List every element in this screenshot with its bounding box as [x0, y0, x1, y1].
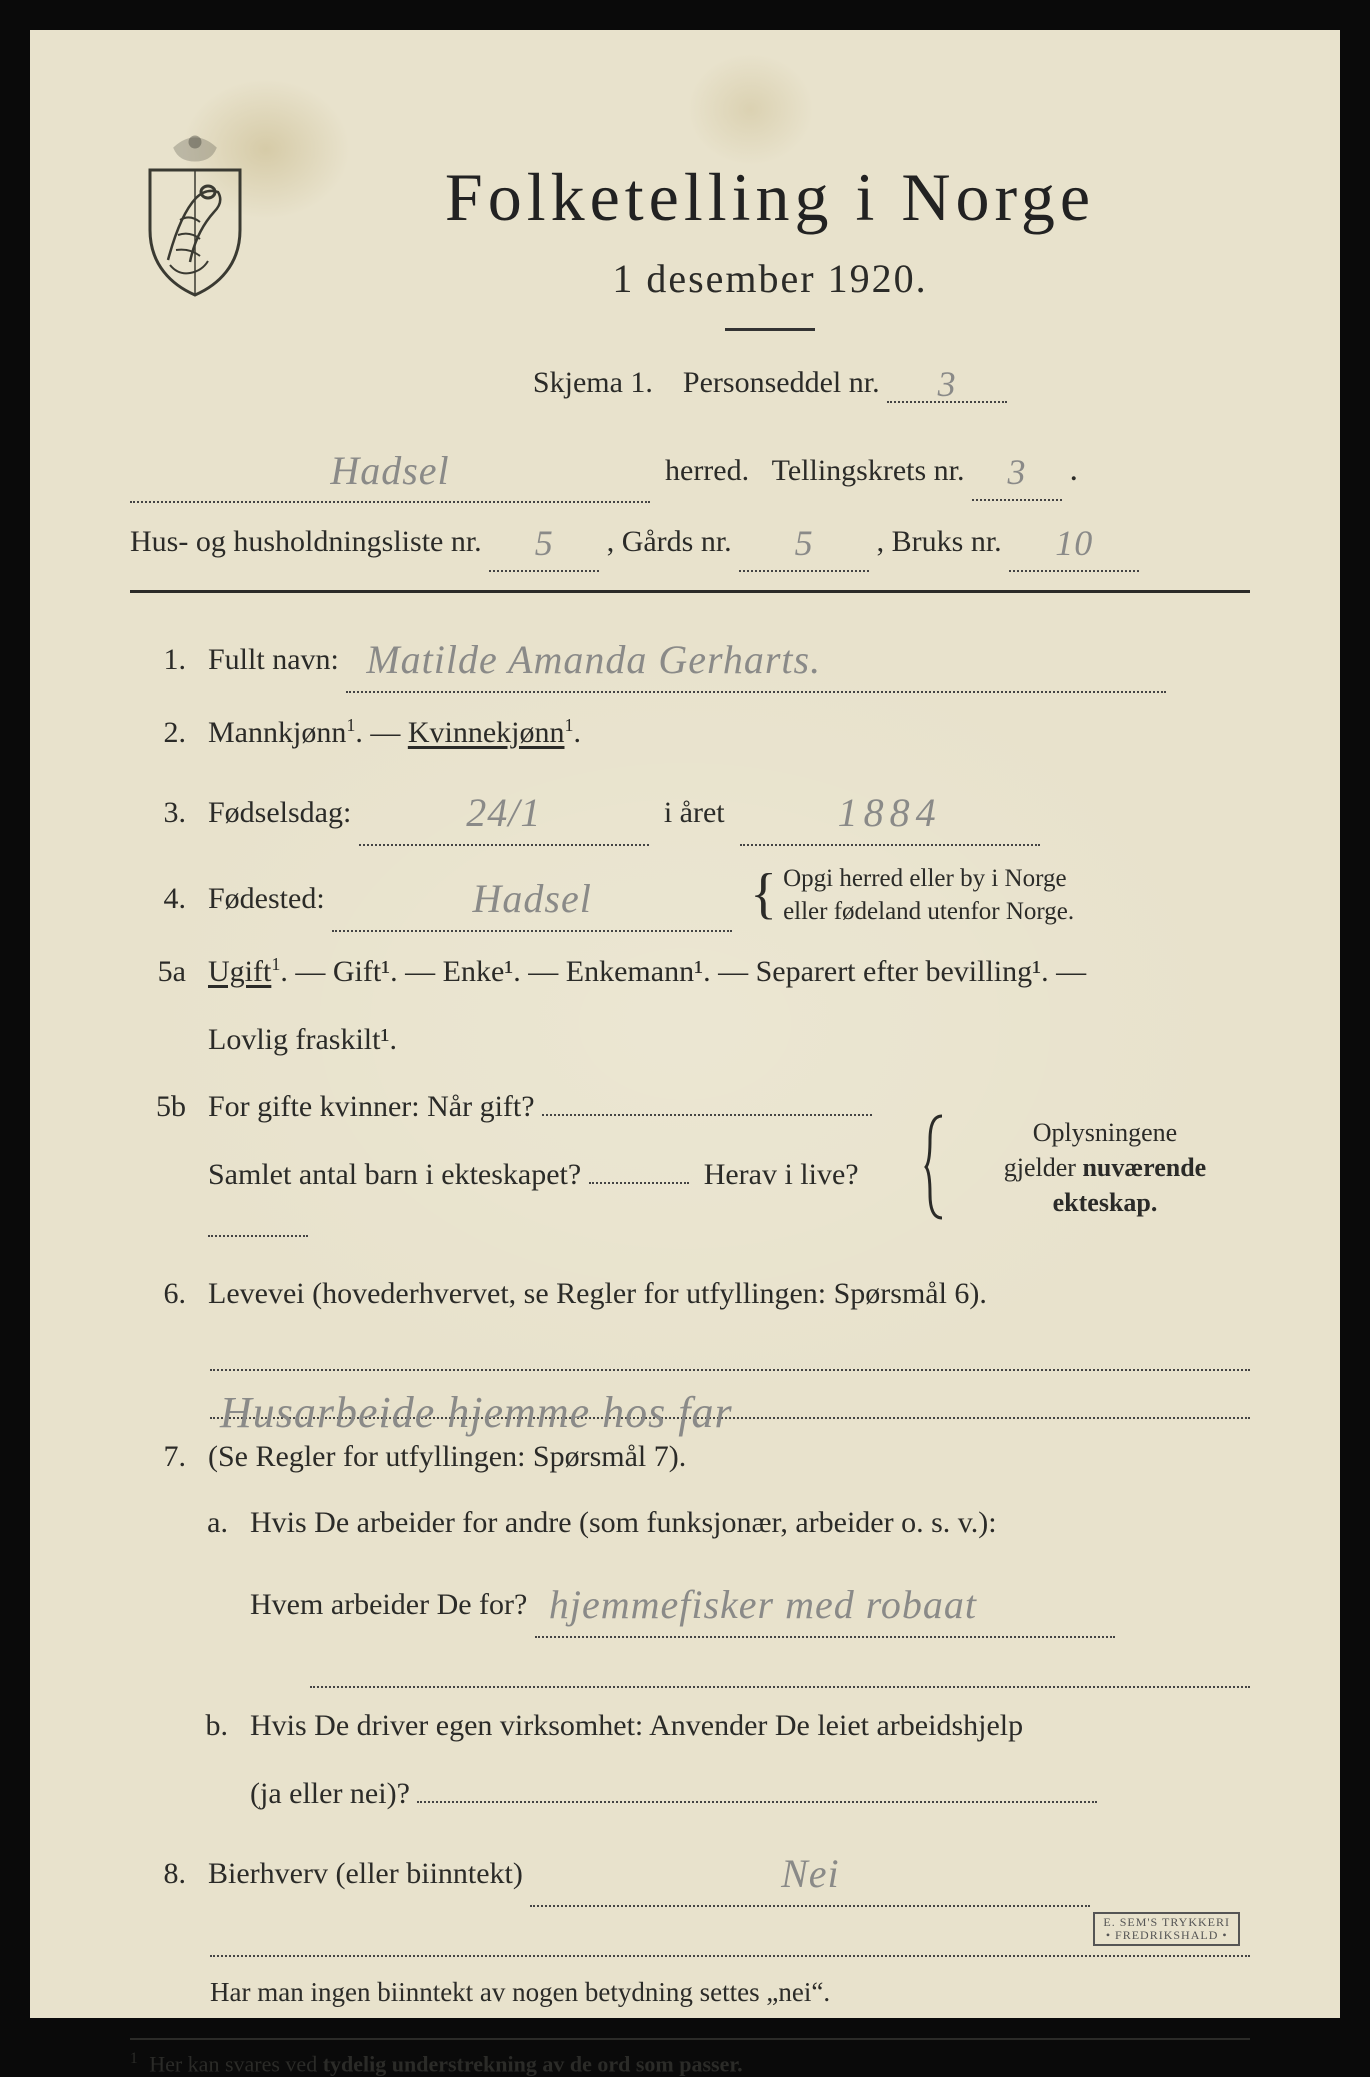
- q8-label: Bierhverv (eller biinntekt): [208, 1857, 523, 1890]
- q7a-l2: Hvem arbeider De for?: [250, 1588, 527, 1621]
- q1-label: Fullt navn:: [208, 643, 339, 676]
- q3: 3. Fødselsdag: 24/1 i året 1884: [130, 774, 1250, 846]
- printer-mark: E. SEM'S TRYKKERI • FREDRIKSHALD •: [1093, 1912, 1240, 1946]
- q2-num: 2.: [130, 707, 186, 760]
- q1-value: Matilde Amanda Gerharts.: [366, 637, 821, 682]
- q6-blank-1: [210, 1335, 1250, 1371]
- q4-note: { Opgi herred eller by i Norge eller fød…: [744, 863, 1143, 928]
- skjema-line: Skjema 1. Personseddel nr. 3: [290, 359, 1250, 403]
- q7a-blank: [310, 1652, 1250, 1688]
- q7a-value: hjemmefisker med robaat: [549, 1582, 977, 1627]
- q4-label: Fødested:: [208, 882, 325, 915]
- main-title: Folketelling i Norge: [290, 158, 1250, 237]
- personseddel-value: 3: [938, 364, 957, 404]
- q7b: b. Hvis De driver egen virksomhet: Anven…: [188, 1700, 1250, 1821]
- title-block: Folketelling i Norge 1 desember 1920. Sk…: [290, 140, 1250, 423]
- bottom-note: Har man ingen biinntekt av nogen betydni…: [210, 1977, 1250, 2008]
- coat-of-arms-icon: [130, 130, 260, 300]
- q6-value: Husarbeide hjemme hos far: [220, 1387, 733, 1421]
- q6-num: 6.: [130, 1268, 186, 1321]
- q5b: 5b For gifte kvinner: Når gift? Samlet a…: [130, 1081, 1250, 1255]
- q1: 1. Fullt navn: Matilde Amanda Gerharts.: [130, 621, 1250, 693]
- q3-day: 24/1: [466, 790, 541, 835]
- q4-value: Hadsel: [473, 876, 592, 921]
- q2-opt-male: Mannkjønn1.: [208, 716, 363, 749]
- q7-label: (Se Regler for utfyllingen: Spørsmål 7).: [208, 1440, 686, 1473]
- gards-label: , Gårds nr.: [607, 525, 732, 558]
- gards-value: 5: [795, 523, 814, 563]
- q8: 8. Bierhverv (eller biinntekt) Nei: [130, 1835, 1250, 1907]
- q3-year: 1884: [838, 790, 942, 835]
- q8-value: Nei: [781, 1851, 840, 1896]
- herred-line: Hadsel herred. Tellingskrets nr. 3 .: [130, 433, 1250, 503]
- q5b-num: 5b: [130, 1081, 186, 1134]
- q4-note-l2: eller fødeland utenfor Norge.: [783, 898, 1074, 925]
- q2: 2. Mannkjønn1. — Kvinnekjønn1.: [130, 707, 1250, 760]
- footnote-marker: 1: [130, 2050, 138, 2067]
- divider-top: [130, 590, 1250, 593]
- q7a-l1: Hvis De arbeider for andre (som funksjon…: [250, 1497, 1250, 1550]
- skjema-label: Skjema 1.: [533, 366, 653, 399]
- printer-l1: E. SEM'S TRYKKERI: [1103, 1916, 1230, 1929]
- q3-num: 3.: [130, 787, 186, 840]
- q5b-note-l1: Oplysningene: [1033, 1118, 1177, 1147]
- q7b-num: b.: [188, 1700, 228, 1753]
- q7b-l2: (ja eller nei)?: [250, 1777, 410, 1810]
- q7b-l1: Hvis De driver egen virksomhet: Anvender…: [250, 1700, 1250, 1753]
- personseddel-label: Personseddel nr.: [683, 366, 880, 399]
- bruks-label: , Bruks nr.: [877, 525, 1002, 558]
- q5b-l2a: Samlet antal barn i ekteskapet?: [208, 1158, 581, 1191]
- q1-num: 1.: [130, 634, 186, 687]
- hus-line: Hus- og husholdningsliste nr. 5 , Gårds …: [130, 509, 1250, 572]
- herred-value: Hadsel: [330, 448, 449, 493]
- q5b-note: Oplysningene gjelder nuværende ekteskap.: [960, 1115, 1250, 1220]
- q3-label: Fødselsdag:: [208, 796, 351, 829]
- q5b-brace-icon: [924, 1112, 946, 1222]
- q8-num: 8.: [130, 1848, 186, 1901]
- q5a-rest: . — Gift¹. — Enke¹. — Enkemann¹. — Separ…: [280, 955, 1086, 988]
- q5b-note-l3: ekteskap.: [1053, 1188, 1158, 1217]
- q5a-line2: Lovlig fraskilt¹.: [208, 1014, 1250, 1067]
- hus-label: Hus- og husholdningsliste nr.: [130, 525, 482, 558]
- q4-note-l1: Opgi herred eller by i Norge: [783, 865, 1066, 892]
- census-form-paper: Folketelling i Norge 1 desember 1920. Sk…: [30, 30, 1340, 2018]
- q4: 4. Fødested: Hadsel { Opgi herred eller …: [130, 860, 1250, 932]
- q4-num: 4.: [130, 873, 186, 926]
- q7a-num: a.: [188, 1497, 228, 1550]
- footnote: 1 Her kan svares ved tydelig understrekn…: [130, 2050, 1250, 2077]
- q7: 7. (Se Regler for utfyllingen: Spørsmål …: [130, 1431, 1250, 1484]
- q2-opt-female: Kvinnekjønn: [408, 716, 565, 749]
- q7a: a. Hvis De arbeider for andre (som funks…: [188, 1497, 1250, 1638]
- tellingskrets-value: 3: [1008, 452, 1027, 492]
- tellingskrets-label: Tellingskrets nr.: [772, 454, 965, 487]
- q7-num: 7.: [130, 1431, 186, 1484]
- q2-dash: —: [370, 716, 408, 749]
- q5b-l2b: Herav i live?: [704, 1158, 859, 1191]
- q6: 6. Levevei (hovederhvervet, se Regler fo…: [130, 1268, 1250, 1321]
- q5a-num: 5a: [130, 946, 186, 999]
- hus-value: 5: [535, 523, 554, 563]
- printer-l2: • FREDRIKSHALD •: [1103, 1929, 1230, 1942]
- title-rule: [725, 328, 815, 331]
- subtitle-date: 1 desember 1920.: [290, 255, 1250, 302]
- q6-label: Levevei (hovederhvervet, se Regler for u…: [208, 1277, 987, 1310]
- header-row: Folketelling i Norge 1 desember 1920. Sk…: [130, 140, 1250, 423]
- q6-value-line: Husarbeide hjemme hos far: [210, 1383, 1250, 1419]
- q3-mid: i året: [664, 796, 725, 829]
- bruks-value: 10: [1055, 523, 1093, 563]
- footnote-rule: [130, 2038, 1250, 2040]
- q5a: 5a Ugift1. — Gift¹. — Enke¹. — Enkemann¹…: [130, 946, 1250, 1067]
- herred-label: herred.: [665, 454, 749, 487]
- q5a-ugift: Ugift: [208, 955, 271, 988]
- q5b-l1: For gifte kvinner: Når gift?: [208, 1090, 535, 1123]
